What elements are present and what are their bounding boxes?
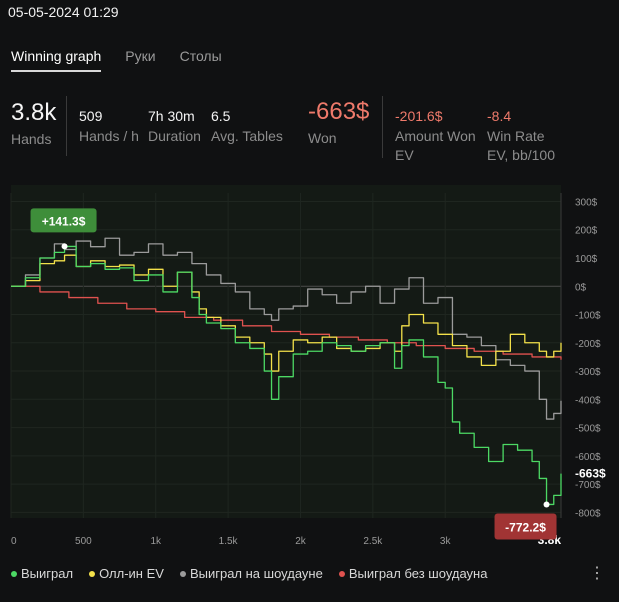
chart-legend: Выиграл Олл-ин EV Выиграл на шоудауне Вы…	[11, 566, 487, 581]
legend-label: Выиграл на шоудауне	[189, 566, 323, 581]
more-options-icon[interactable]: ⋮	[589, 565, 605, 582]
series-line-3	[11, 285, 562, 360]
stat-won: -663$ Won	[308, 98, 369, 148]
y-tick-label: -300$	[575, 367, 601, 378]
timestamp: 05-05-2024 01:29	[8, 4, 119, 20]
max-badge	[30, 208, 97, 233]
chart-svg: 300$ 200$ 100$ 0$ -100$ -200$ -300$ -400$ -500$ -…	[10, 193, 606, 547]
y-tick-label: 200$	[575, 226, 598, 237]
legend-item-non-showdown[interactable]: Выиграл без шоудауна	[338, 566, 488, 581]
legend-dot	[179, 570, 186, 577]
end-value-label: -663$	[575, 467, 606, 481]
stat-win-rate-ev-label: Win Rate EV, bb/100	[487, 128, 555, 163]
x-tick-label: 2k	[295, 536, 307, 547]
x-tick-label: 3k	[440, 536, 452, 547]
stat-won-value: -663$	[308, 98, 370, 125]
series-line-0	[11, 245, 562, 506]
stat-hands-value: 3.8k	[11, 99, 57, 126]
y-tick-label: 0$	[575, 282, 587, 293]
legend-item-won[interactable]: Выиграл	[11, 566, 73, 581]
stat-avg-tables-label: Avg. Tables	[211, 128, 283, 144]
y-tick-label: -500$	[575, 424, 601, 435]
y-tick-label: 300$	[575, 197, 598, 208]
y-tick-label: -600$	[575, 452, 601, 463]
tab-bar: Winning graph Руки Столы	[11, 48, 222, 72]
stat-amount-won-ev: -201.6$ Amount Won EV	[395, 108, 477, 165]
stat-hands: 3.8k Hands	[11, 99, 56, 149]
stats-divider	[66, 96, 67, 156]
stat-amount-won-ev-value: -201.6$	[395, 108, 443, 124]
stat-avg-tables-value: 6.5	[211, 108, 231, 124]
y-tick-label: -100$	[575, 311, 601, 322]
stat-won-label: Won	[308, 130, 337, 146]
legend-dot	[11, 570, 17, 577]
max-point	[61, 243, 68, 250]
legend-dot	[89, 570, 96, 577]
tab-tables[interactable]: Столы	[179, 48, 222, 64]
tab-winning-graph[interactable]: Winning graph	[11, 48, 102, 72]
stat-win-rate-ev: -8.4 Win Rate EV, bb/100	[487, 108, 567, 165]
x-tick-label: 500	[75, 536, 92, 547]
y-tick-label: -400$	[575, 395, 601, 406]
stat-avg-tables: 6.5 Avg. Tables	[211, 108, 283, 146]
stats-bar: 3.8k Hands 509 Hands / h 7h 30m Duration…	[0, 96, 619, 166]
stat-hands-per-hour: 509 Hands / h	[79, 108, 139, 146]
y-tick-label: -700$	[575, 480, 601, 491]
min-badge	[494, 513, 557, 540]
x-tick-label: 1.5k	[219, 536, 239, 547]
y-tick-label: 100$	[575, 254, 598, 265]
stat-duration-label: Duration	[148, 128, 201, 144]
legend-label: Выиграл	[21, 566, 74, 581]
x-tick-label: 0	[11, 536, 17, 547]
legend-dot	[338, 570, 345, 577]
series-line-1	[11, 254, 562, 372]
series-line-2	[11, 237, 562, 420]
max-badge-label: +141.3$	[42, 214, 86, 228]
y-tick-label: -200$	[575, 339, 601, 350]
min-badge-label: -772.2$	[505, 520, 546, 534]
min-point	[543, 501, 550, 508]
stats-divider	[382, 96, 383, 158]
legend-label: Олл-ин EV	[99, 566, 164, 581]
stat-hands-label: Hands	[11, 131, 52, 147]
x-tick-label: 2.5k	[363, 536, 383, 547]
stat-hands-per-hour-value: 509	[79, 108, 103, 124]
stat-hands-per-hour-label: Hands / h	[79, 128, 139, 144]
stat-amount-won-ev-label: Amount Won EV	[395, 128, 476, 163]
x-tick-label: 1k	[150, 536, 162, 547]
stat-duration: 7h 30m Duration	[148, 108, 201, 146]
tab-hands[interactable]: Руки	[125, 48, 156, 64]
y-tick-label: -800$	[575, 508, 601, 519]
winning-chart[interactable]: 300$ 200$ 100$ 0$ -100$ -200$ -300$ -400$ -500$ -…	[0, 185, 619, 555]
legend-label: Выиграл без шоудауна	[348, 566, 488, 581]
legend-item-allin-ev[interactable]: Олл-ин EV	[89, 566, 164, 581]
stat-win-rate-ev-value: -8.4	[487, 108, 512, 124]
legend-item-showdown[interactable]: Выиграл на шоудауне	[179, 566, 323, 581]
stat-duration-value: 7h 30m	[148, 108, 195, 124]
